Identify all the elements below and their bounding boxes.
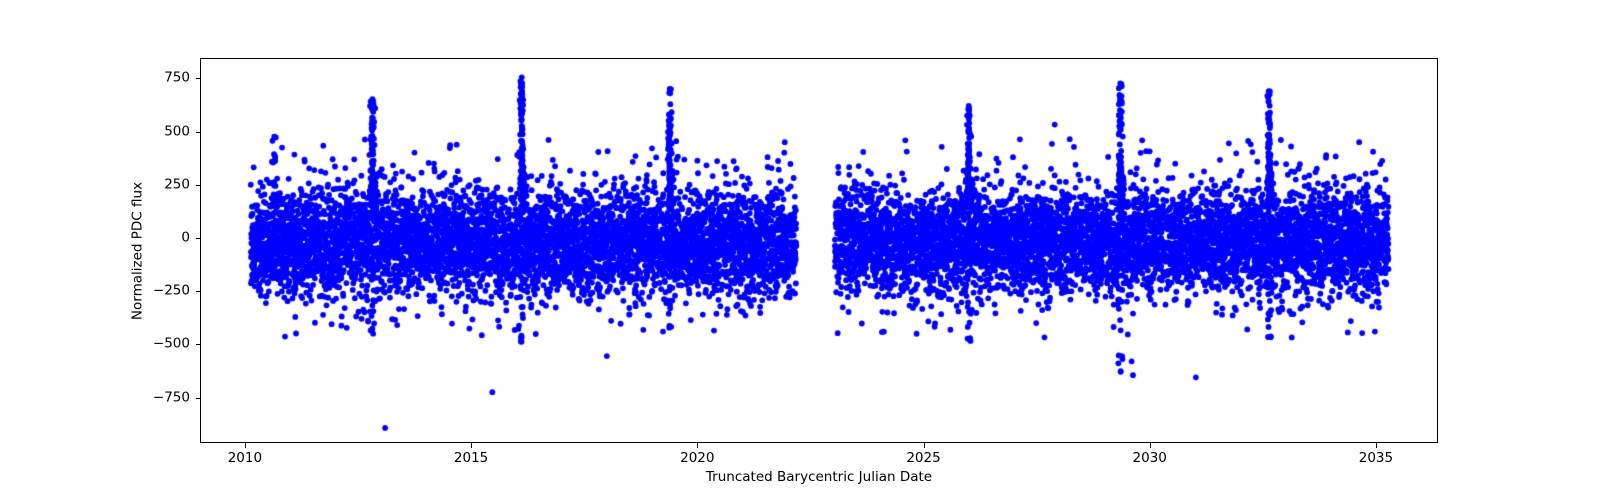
y-tick-label: −750 (152, 388, 190, 405)
x-tick-mark (1375, 443, 1377, 448)
x-tick-label: 2015 (453, 450, 489, 466)
y-tick-mark (195, 291, 200, 293)
y-tick-mark (195, 78, 200, 80)
y-tick-label: −250 (152, 282, 190, 299)
y-tick-mark (195, 344, 200, 346)
x-tick-label: 2030 (1132, 450, 1167, 466)
y-tick-label: 250 (164, 176, 190, 192)
y-axis-label: Normalized PDC flux (129, 181, 146, 320)
y-tick-mark (195, 184, 200, 186)
y-tick-mark (195, 237, 200, 239)
x-tick-label: 2025 (906, 450, 941, 466)
x-tick-mark (471, 443, 473, 448)
y-tick-mark (195, 131, 200, 133)
x-axis-label: Truncated Barycentric Julian Date (705, 469, 933, 485)
y-tick-label: 0 (181, 229, 190, 246)
x-tick-mark (1149, 443, 1151, 448)
x-tick-mark (697, 443, 699, 448)
y-tick-label: −500 (152, 335, 190, 352)
y-tick-label: 750 (164, 69, 190, 86)
x-tick-label: 2010 (227, 450, 263, 466)
x-tick-label: 2035 (1358, 450, 1394, 466)
y-tick-mark (195, 397, 200, 399)
y-tick-label: 500 (164, 122, 190, 139)
x-tick-label: 2020 (680, 450, 715, 466)
x-tick-mark (923, 443, 925, 448)
x-tick-mark (244, 443, 246, 448)
